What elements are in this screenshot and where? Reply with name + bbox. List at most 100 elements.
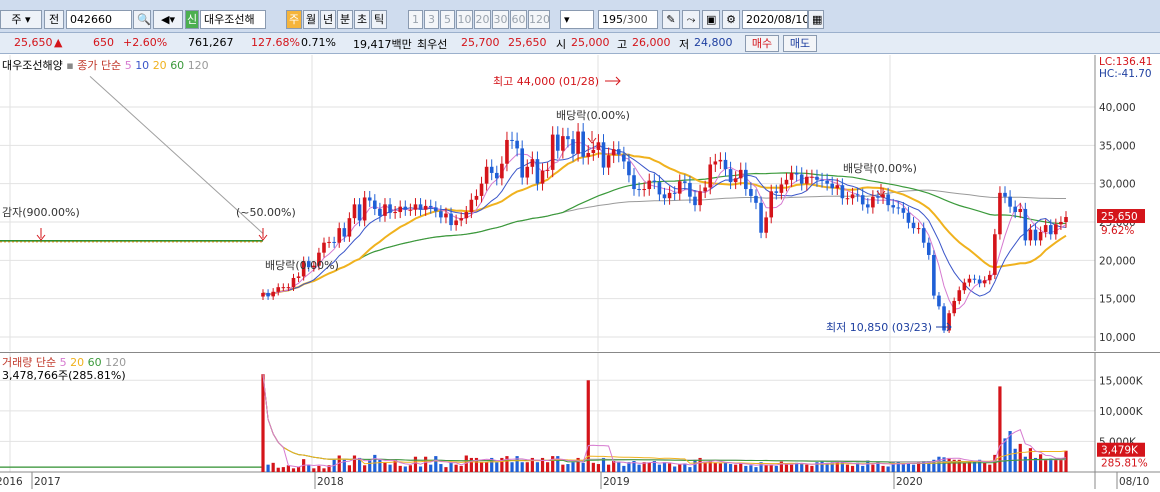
interval-button[interactable]: 3: [424, 10, 439, 29]
volume-bar: [261, 374, 265, 472]
candle-body: [779, 184, 784, 193]
period-button[interactable]: 년: [320, 10, 336, 29]
sell-button[interactable]: 매도: [783, 35, 817, 52]
volume-bar: [357, 457, 362, 472]
current-price: 25,650: [14, 36, 53, 49]
volume-bar: [622, 465, 626, 472]
stock-code-input[interactable]: 042660: [66, 10, 132, 29]
volume-bar: [525, 462, 529, 472]
mode-select[interactable]: 주 ▾: [0, 10, 42, 29]
volume-bar: [1059, 459, 1063, 472]
candle-body: [479, 183, 484, 196]
volume-bar: [627, 462, 631, 472]
speaker-icon[interactable]: ◀▾: [153, 10, 183, 29]
volume-bar: [429, 464, 433, 472]
candle-body: [596, 142, 601, 150]
period-button[interactable]: 분: [337, 10, 353, 29]
candle-body: [566, 136, 570, 140]
last-price-label: 25,650: [1101, 211, 1138, 223]
candle-body: [388, 204, 392, 213]
volume-bar: [967, 460, 972, 472]
interval-button[interactable]: 5: [440, 10, 455, 29]
volume-bar: [978, 459, 982, 472]
volume-bar: [586, 380, 590, 472]
candle-body: [581, 131, 585, 157]
candle-body: [896, 207, 901, 209]
candle-body: [525, 166, 530, 178]
volume-bar: [779, 461, 783, 472]
volume-bar: [896, 461, 900, 472]
volume-bar: [540, 457, 545, 472]
volume-ratio: 127.68%: [251, 36, 300, 49]
interval-button[interactable]: 60: [510, 10, 527, 29]
volume-bar: [947, 457, 951, 472]
price-chart[interactable]: 10,00015,00020,00025,00030,00035,00040,0…: [0, 55, 1160, 351]
open-label: 시: [556, 38, 567, 51]
candle-body: [708, 164, 713, 188]
volume-bar: [703, 461, 707, 472]
volume-bar: [347, 465, 351, 472]
candle-body: [362, 197, 367, 221]
candle-body: [555, 134, 560, 151]
volume-bar: [749, 465, 753, 472]
volume-bar: [998, 386, 1002, 472]
interval-button[interactable]: 1: [408, 10, 423, 29]
candle-body: [347, 218, 352, 237]
save-icon[interactable]: ▣: [702, 10, 720, 29]
volume-bar: [820, 461, 824, 472]
volume-bar: [322, 468, 326, 472]
candle-body: [657, 182, 662, 195]
x-tick-label: 08/10: [1119, 476, 1149, 488]
candle-body: [982, 280, 987, 284]
period-button[interactable]: 초: [354, 10, 370, 29]
volume-value: 761,267: [188, 36, 234, 49]
period-button[interactable]: 틱: [371, 10, 387, 29]
period-button[interactable]: 월: [303, 10, 319, 29]
settings-icon[interactable]: ⚙: [722, 10, 740, 29]
candle-body: [993, 234, 997, 275]
date-field[interactable]: 2020/08/10: [742, 10, 808, 29]
candle-body: [322, 242, 326, 253]
candle-body: [591, 149, 596, 153]
volume-bar: [764, 464, 768, 472]
candle-body: [947, 313, 951, 331]
candle-body: [911, 222, 916, 229]
interval-button[interactable]: 10: [456, 10, 473, 29]
candle-body: [667, 192, 672, 199]
volume-pane[interactable]: 5,000K10,000K15,000K20162017201820192020…: [0, 352, 1160, 489]
legend-ma5: 5: [124, 59, 132, 72]
calendar-icon[interactable]: ▦: [808, 10, 824, 29]
search-icon[interactable]: 🔍: [133, 10, 151, 29]
candle-body: [571, 139, 575, 154]
change-arrow-icon: ▲: [54, 36, 63, 49]
interval-custom-select[interactable]: ▾: [560, 10, 594, 29]
candle-body: [606, 155, 611, 168]
bar-count-field[interactable]: 195/300: [598, 10, 658, 29]
interval-button[interactable]: 20: [474, 10, 491, 29]
candle-body: [662, 194, 667, 199]
candle-body: [698, 191, 702, 206]
volume-bar: [632, 460, 636, 472]
candle-body: [876, 196, 880, 198]
volume-bar: [551, 456, 555, 472]
candle-body: [459, 218, 464, 221]
volume-bar: [479, 462, 484, 472]
draw-icon[interactable]: ⤳: [682, 10, 700, 29]
trading-amount: 19,417백만: [353, 38, 412, 51]
prev-button[interactable]: 전: [44, 10, 64, 29]
volume-bar: [723, 462, 728, 472]
candle-body: [764, 217, 768, 233]
volume-bar: [266, 464, 270, 472]
tool-icon[interactable]: ✎: [662, 10, 680, 29]
interval-button[interactable]: 30: [492, 10, 509, 29]
volume-bar: [942, 457, 946, 472]
candle-body: [794, 172, 799, 175]
volume-bar: [784, 464, 789, 472]
interval-button[interactable]: 120: [528, 10, 550, 29]
buy-button[interactable]: 매수: [745, 35, 779, 52]
volume-bar: [657, 464, 662, 472]
volume-chart[interactable]: 5,000K10,000K15,000K20162017201820192020…: [0, 353, 1160, 489]
volume-bar: [901, 464, 905, 472]
price-pane[interactable]: 10,00015,00020,00025,00030,00035,00040,0…: [0, 55, 1160, 351]
period-button[interactable]: 주: [286, 10, 302, 29]
